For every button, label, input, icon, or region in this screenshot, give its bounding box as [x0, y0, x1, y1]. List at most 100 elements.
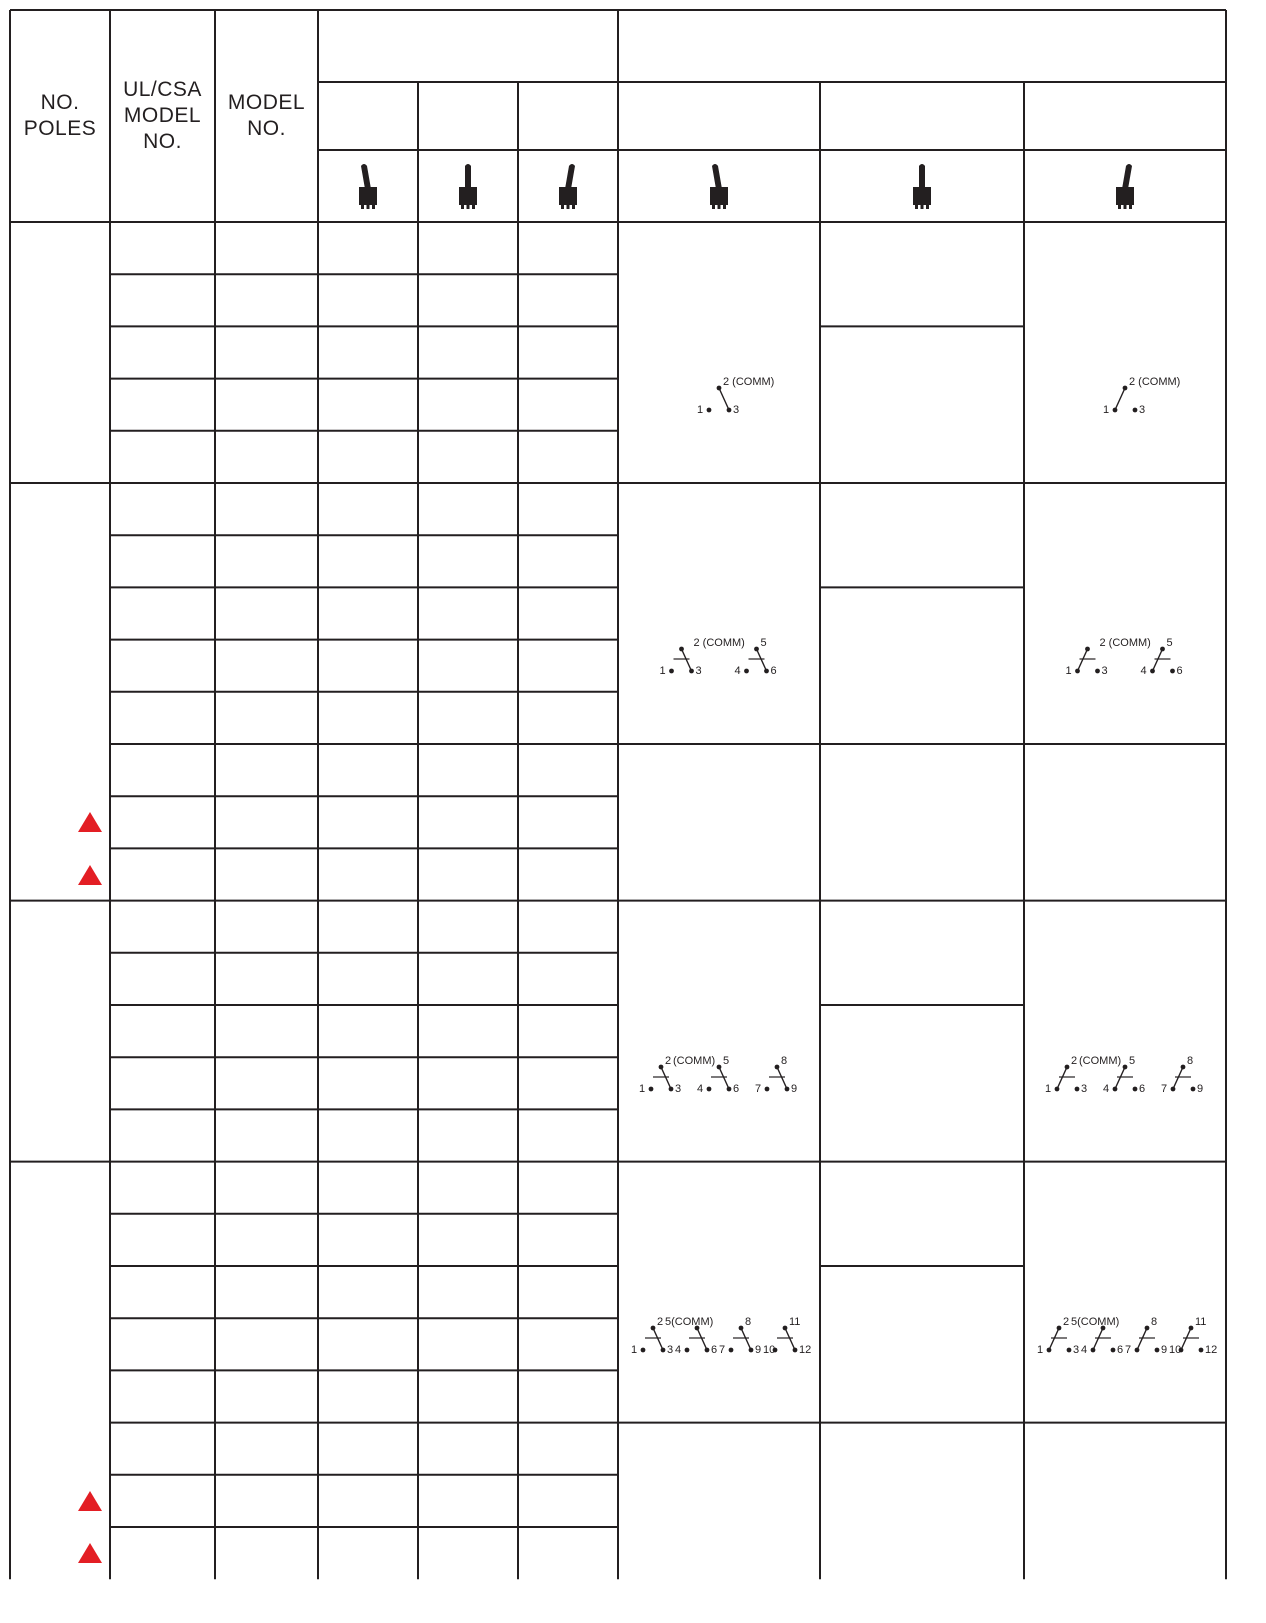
- switch-function-pos2: [418, 587, 518, 639]
- switch-function-pos3: [518, 483, 618, 535]
- switch-function-pos2: [418, 431, 518, 483]
- ul-csa-model-no: [110, 483, 215, 535]
- switch-function-pos1: [318, 222, 418, 274]
- pole-label: [10, 483, 110, 535]
- switch-function-pos2: [418, 1370, 518, 1422]
- switch-function-pos2: [418, 1527, 518, 1579]
- switch-function-pos3: [518, 796, 618, 848]
- ul-csa-model-no: [110, 1005, 215, 1057]
- switch-function-pos2: [418, 222, 518, 274]
- connected-pos1: [618, 744, 820, 901]
- model-no: [215, 535, 318, 587]
- switch-function-pos1: [318, 274, 418, 326]
- header-sf-pos2: [418, 82, 518, 150]
- switch-function-pos2: [418, 848, 518, 900]
- ul-csa-model-no: [110, 1109, 215, 1161]
- pole-label: [10, 1162, 110, 1214]
- red-triangle-icon: [78, 812, 102, 832]
- switch-function-pos2: [418, 1162, 518, 1214]
- switch-function-pos1: [318, 1214, 418, 1266]
- toggle-switch-icon: [704, 161, 734, 211]
- switch-function-pos1: [318, 535, 418, 587]
- ul-csa-model-no: [110, 953, 215, 1005]
- model-no: [215, 379, 318, 431]
- switch-function-pos1: [318, 587, 418, 639]
- ul-csa-model-no: [110, 1057, 215, 1109]
- switch-function-pos3: [518, 1423, 618, 1475]
- model-no: [215, 1266, 318, 1318]
- model-no: [215, 848, 318, 900]
- ul-csa-model-no: [110, 640, 215, 692]
- model-no: [215, 483, 318, 535]
- model-no: [215, 1527, 318, 1579]
- ul-csa-model-no: [110, 1475, 215, 1527]
- switch-function-pos2: [418, 1005, 518, 1057]
- model-no: [215, 1370, 318, 1422]
- switch-function-pos2: [418, 640, 518, 692]
- switch-function-pos1: [318, 848, 418, 900]
- model-no: [215, 1162, 318, 1214]
- connected-pos2: [820, 744, 1024, 901]
- model-no: [215, 587, 318, 639]
- connected-pos1: [618, 1423, 820, 1580]
- connected-pos2-open: [820, 587, 1024, 744]
- switch-function-pos3: [518, 744, 618, 796]
- switch-function-pos1: [318, 379, 418, 431]
- pole-label: [10, 222, 110, 274]
- switch-function-pos2: [418, 692, 518, 744]
- connected-pos2-open: [820, 1005, 1024, 1162]
- model-no: [215, 274, 318, 326]
- connected-pos3: [1024, 942, 1226, 1015]
- schematic-pos1-icon: 1 3 2 5(COMM) 4 6 7 9 8 10 12 11: [624, 1314, 814, 1364]
- header-no-poles: NO. POLES: [10, 10, 110, 222]
- connected-pos1: [618, 942, 820, 1015]
- ul-csa-model-no: [110, 796, 215, 848]
- schematic-pos1-icon: 132 (COMM) 4 6 5: [624, 635, 814, 685]
- switch-function-pos2: [418, 483, 518, 535]
- switch-function-pos3: [518, 222, 618, 274]
- header-ct-pos3: [1024, 82, 1226, 150]
- connected-pos2-open: [820, 1266, 1024, 1423]
- header-ct-pos1: [618, 82, 820, 150]
- header-model-no: MODEL NO.: [215, 10, 318, 222]
- red-triangle-icon: [78, 865, 102, 885]
- header-sf-pos1: [318, 82, 418, 150]
- switch-function-pos3: [518, 1162, 618, 1214]
- connected-pos2-na: [820, 483, 1024, 587]
- switch-function-pos2: [418, 1266, 518, 1318]
- switch-function-pos3: [518, 1005, 618, 1057]
- connected-pos2-na: [820, 222, 1024, 326]
- schematic-pos3-icon: 132 (COMM) 4 6 5: [1030, 635, 1220, 685]
- switch-function-pos2: [418, 1057, 518, 1109]
- ul-csa-model-no: [110, 744, 215, 796]
- ul-csa-model-no: [110, 1162, 215, 1214]
- connected-pos3: [1024, 264, 1226, 337]
- pole-label: [10, 901, 110, 953]
- ul-csa-model-no: [110, 379, 215, 431]
- header-ul-csa-model-line-2: NO.: [143, 129, 182, 155]
- switch-function-pos1: [318, 1527, 418, 1579]
- connected-pos1: [618, 525, 820, 598]
- model-no: [215, 901, 318, 953]
- switch-function-pos3: [518, 901, 618, 953]
- switch-function-pos1: [318, 1475, 418, 1527]
- toggle-switch-icon: [453, 161, 483, 211]
- red-triangle-icon: [78, 1543, 102, 1563]
- switch-function-pos1: [318, 1162, 418, 1214]
- model-no: [215, 1109, 318, 1161]
- ul-csa-model-no: [110, 1266, 215, 1318]
- toggle-switch-icon: [1110, 161, 1140, 211]
- ul-csa-model-no: [110, 1214, 215, 1266]
- switch-function-pos1: [318, 1109, 418, 1161]
- switch-function-pos3: [518, 535, 618, 587]
- switch-function-pos2: [418, 1318, 518, 1370]
- header-ct-pos2: [820, 82, 1024, 150]
- switch-function-pos2: [418, 379, 518, 431]
- switch-function-pos3: [518, 1370, 618, 1422]
- red-triangle-icon: [78, 1491, 102, 1511]
- model-no: [215, 431, 318, 483]
- header-model-no-line-1: NO.: [247, 116, 286, 142]
- model-no: [215, 692, 318, 744]
- switch-function-pos1: [318, 1370, 418, 1422]
- model-no: [215, 1214, 318, 1266]
